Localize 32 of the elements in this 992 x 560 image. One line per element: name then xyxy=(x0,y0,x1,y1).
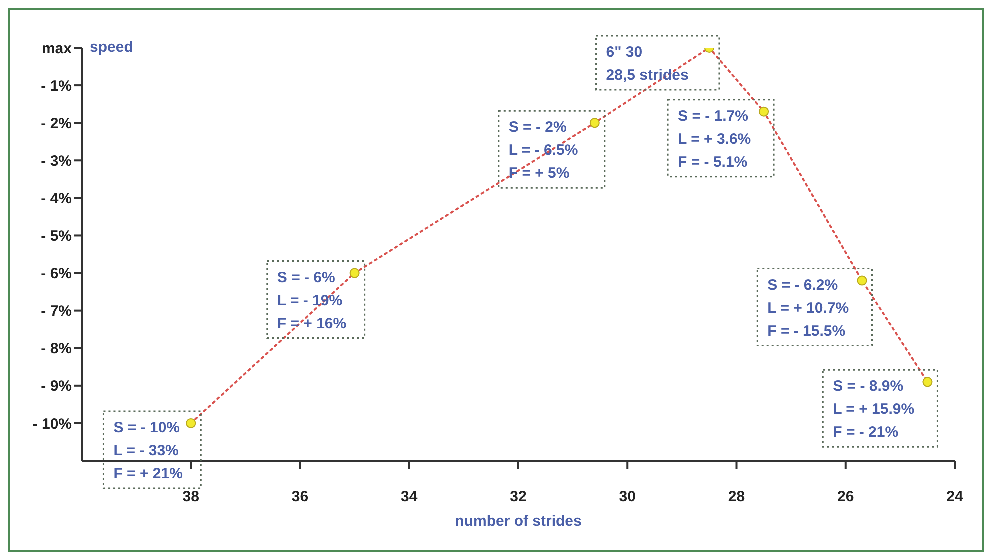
x-tick-label: 24 xyxy=(946,488,964,506)
annotation: S = - 10% L = - 33% F = + 21% xyxy=(114,419,183,482)
point xyxy=(350,268,360,278)
annotation: S = - 6% L = - 19% F = + 16% xyxy=(277,269,347,332)
y-tick-label: max xyxy=(42,40,73,58)
y-tick-label: - 7% xyxy=(41,303,72,320)
y-tick-label: - 8% xyxy=(41,340,72,358)
annotation: S = - 6.2% L = + 10.7% F = - 15.5% xyxy=(768,276,850,340)
x-tick-label: 32 xyxy=(510,488,527,506)
y-tick-label: - 1% xyxy=(41,78,72,95)
point xyxy=(857,276,868,286)
annotation: S = - 8.9% L = + 15.9% F = - 21% xyxy=(833,378,915,442)
x-tick-label: 30 xyxy=(619,488,636,506)
y-tick-label: - 10% xyxy=(32,416,72,433)
point xyxy=(186,418,196,428)
y-axis-title: speed xyxy=(90,38,134,56)
x-tick-label: 36 xyxy=(292,488,309,506)
y-tick-label: - 9% xyxy=(41,378,72,396)
x-tick-label: 38 xyxy=(182,488,200,506)
annotation: S = - 1.7% L = + 3.6% F = - 5.1% xyxy=(678,108,752,171)
point xyxy=(759,106,770,117)
x-axis-title: number of strides xyxy=(455,513,582,530)
point xyxy=(922,377,933,388)
y-tick-label: - 3% xyxy=(41,152,72,170)
x-tick-label: 28 xyxy=(728,488,746,506)
y-tick-label: - 4% xyxy=(41,190,72,208)
point xyxy=(590,118,600,128)
x-tick-label: 26 xyxy=(838,488,854,506)
x-tick-label: 34 xyxy=(401,488,418,506)
y-tick-label: - 6% xyxy=(41,266,72,283)
y-tick-label: - 5% xyxy=(41,228,72,246)
y-tick-label: - 2% xyxy=(41,115,72,132)
